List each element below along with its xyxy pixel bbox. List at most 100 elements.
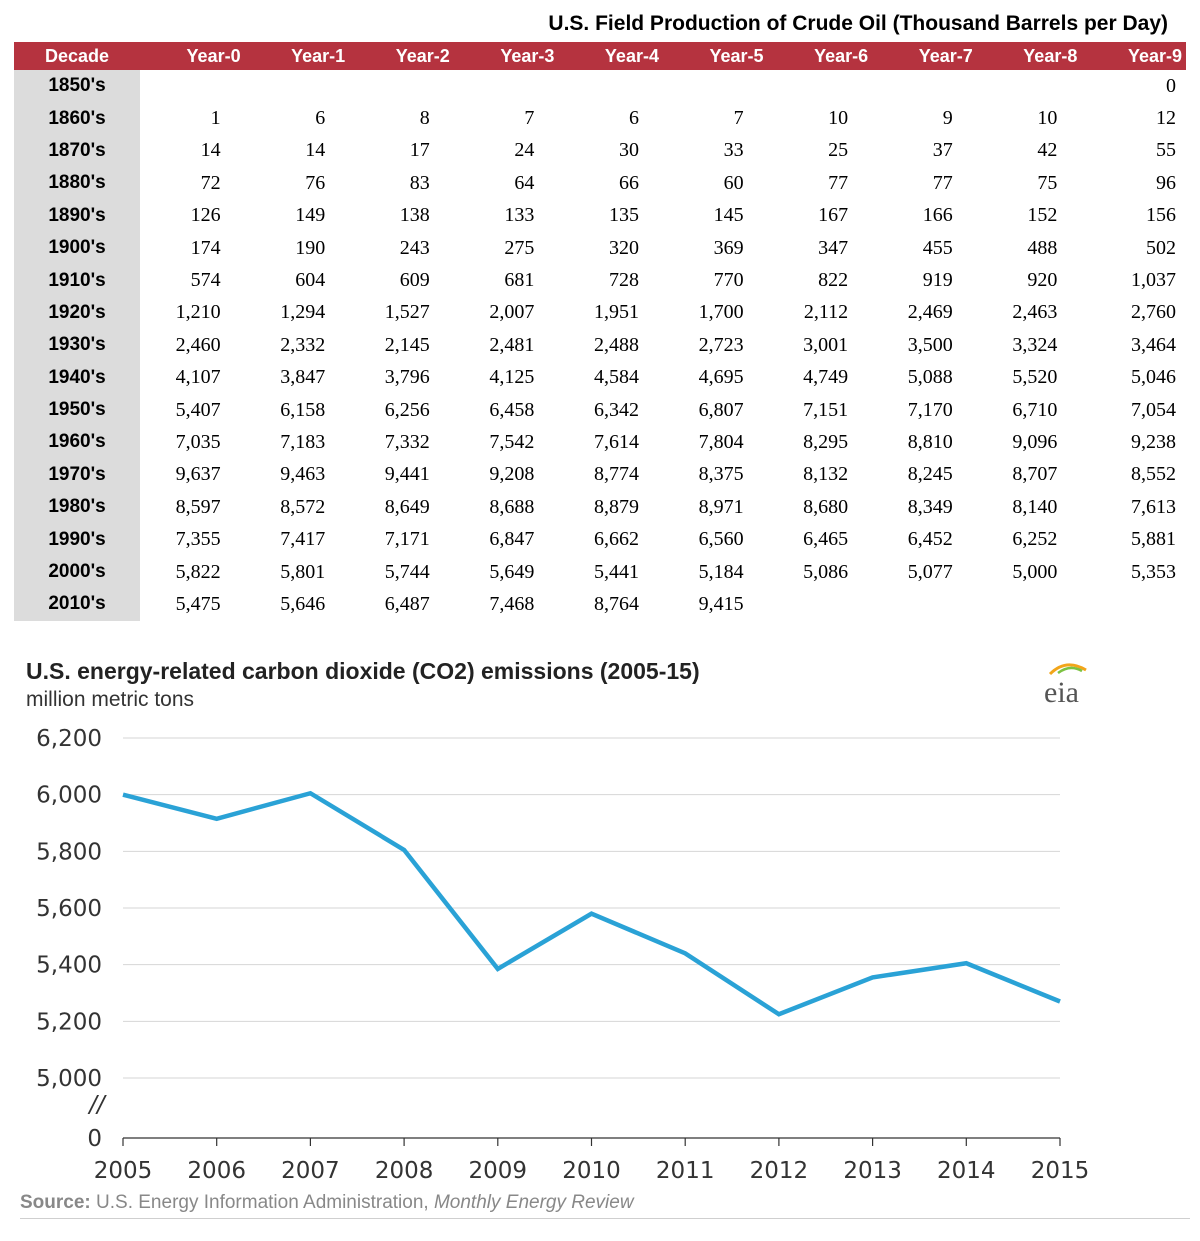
chart-title: U.S. energy-related carbon dioxide (CO2)… xyxy=(26,658,700,684)
table-row: 1920's 1,210 1,294 1,527 2,007 1,951 1,700 2,11… xyxy=(14,296,1186,330)
value-cell: 1 xyxy=(210,107,221,130)
value-cell: 152 xyxy=(1027,204,1058,227)
value-cell: 2,145 xyxy=(384,333,430,356)
table-row: 1870's 14 14 17 24 30 33 25 37 42 55 xyxy=(14,134,1186,168)
value-cell: 6,560 xyxy=(698,528,744,551)
value-cell: 8,349 xyxy=(907,495,953,518)
value-cell: 4,749 xyxy=(803,366,849,389)
value-cell: 4,107 xyxy=(175,366,221,389)
value-cell: 1,210 xyxy=(175,301,221,324)
value-cell: 6,662 xyxy=(593,528,639,551)
value-cell: 7 xyxy=(733,107,744,130)
value-cell: 8,375 xyxy=(698,463,744,486)
value-cell: 2,460 xyxy=(175,333,221,356)
value-cell: 3,324 xyxy=(1012,333,1058,356)
value-cell: 9,208 xyxy=(489,463,535,486)
y-tick-label: 6,200 xyxy=(36,726,102,752)
value-cell xyxy=(454,70,559,102)
decade-cell: 1970's xyxy=(14,458,140,492)
value-cell: 9,238 xyxy=(1131,430,1176,453)
value-cell: 8,688 xyxy=(489,495,535,518)
value-cell xyxy=(663,70,768,102)
value-cell: 75 xyxy=(1037,171,1058,194)
y-tick-label: 6,000 xyxy=(36,783,102,809)
value-cell: 42 xyxy=(1037,139,1058,162)
value-cell: 275 xyxy=(504,236,535,259)
value-cell: 8,649 xyxy=(384,495,430,518)
value-cell: 7,171 xyxy=(384,528,430,551)
eia-logo-text: eia xyxy=(1044,676,1079,708)
value-cell: 8,879 xyxy=(593,495,639,518)
value-cell: 8,132 xyxy=(803,463,849,486)
value-cell: 455 xyxy=(922,236,953,259)
value-cell xyxy=(977,70,1082,102)
grid-lines xyxy=(123,737,1060,1079)
value-cell: 6,256 xyxy=(384,398,430,421)
value-cell: 6,710 xyxy=(1012,398,1058,421)
value-cell: 156 xyxy=(1146,204,1176,227)
x-tick-label: 2006 xyxy=(187,1158,246,1184)
y-axis-ticks: 6,200 6,000 5,800 5,600 5,400 5,200 5,000 0 // xyxy=(36,726,107,1152)
decade-cell: 2000's xyxy=(14,555,140,589)
table-title: U.S. Field Production of Crude Oil (Thou… xyxy=(548,12,1168,35)
value-cell: 919 xyxy=(922,269,953,292)
value-cell: 728 xyxy=(608,269,639,292)
source-text: U.S. Energy Information Administration, xyxy=(96,1192,429,1213)
table-row: 1960's 7,035 7,183 7,332 7,542 7,614 7,804 8,29… xyxy=(14,426,1186,459)
value-cell: 5,520 xyxy=(1012,366,1058,389)
value-cell: 37 xyxy=(932,139,953,162)
y-tick-label: 5,600 xyxy=(36,896,102,922)
value-cell: 64 xyxy=(514,171,535,194)
x-tick-label: 2011 xyxy=(656,1158,715,1184)
value-cell: 9,463 xyxy=(280,463,326,486)
value-cell: 138 xyxy=(399,204,430,227)
header-decade: Decade xyxy=(14,42,140,70)
table-row: 1890's 126 149 138 133 135 145 167 166 152 156 xyxy=(14,199,1186,232)
value-cell: 2,007 xyxy=(489,301,535,324)
value-cell: 12 xyxy=(1156,107,1176,130)
value-cell: 1,700 xyxy=(698,301,744,324)
value-cell: 7,332 xyxy=(384,430,430,453)
table-row: 1860's 1 6 8 7 6 7 10 9 10 12 xyxy=(14,102,1186,135)
value-cell: 149 xyxy=(295,204,326,227)
value-cell: 6,158 xyxy=(280,398,326,421)
value-cell: 7,170 xyxy=(907,398,953,421)
value-cell: 5,088 xyxy=(907,366,953,389)
value-cell: 243 xyxy=(399,236,430,259)
table-row: 1980's 8,597 8,572 8,649 8,688 8,879 8,971 8,68… xyxy=(14,491,1186,524)
value-cell: 76 xyxy=(305,171,326,194)
value-cell: 4,695 xyxy=(698,366,744,389)
header-year-5: Year-5 xyxy=(662,42,768,70)
x-tick-label: 2005 xyxy=(94,1158,153,1184)
value-cell: 9,637 xyxy=(175,463,221,486)
x-tick-label: 2012 xyxy=(750,1158,809,1184)
value-cell: 33 xyxy=(723,139,744,162)
value-cell: 7,468 xyxy=(489,592,535,615)
decade-cell: 1940's xyxy=(14,361,140,394)
value-cell: 502 xyxy=(1146,236,1176,259)
value-cell: 2,469 xyxy=(907,301,953,324)
decade-cell: 1880's xyxy=(14,167,140,200)
decade-cell: 1980's xyxy=(14,491,140,524)
table-row: 1910's 574 604 609 681 728 770 822 919 920 1,037 xyxy=(14,264,1186,297)
value-cell: 190 xyxy=(295,236,326,259)
value-cell: 55 xyxy=(1156,139,1176,162)
value-cell: 8,572 xyxy=(280,495,326,518)
value-cell: 5,000 xyxy=(1012,560,1058,583)
y-tick-label: 5,800 xyxy=(36,839,102,865)
x-tick-label: 2015 xyxy=(1031,1158,1090,1184)
value-cell: 770 xyxy=(713,269,744,292)
value-cell: 7,054 xyxy=(1131,398,1176,421)
value-cell: 24 xyxy=(514,139,535,162)
value-cell: 1,527 xyxy=(384,301,430,324)
value-cell: 126 xyxy=(190,204,221,227)
value-cell: 6,458 xyxy=(489,398,535,421)
decade-cell: 2010's xyxy=(14,588,140,621)
value-cell xyxy=(558,70,663,102)
value-cell: 174 xyxy=(190,236,221,259)
value-cell: 10 xyxy=(828,107,849,130)
value-cell: 133 xyxy=(504,204,535,227)
x-tick-label: 2013 xyxy=(843,1158,902,1184)
value-cell: 77 xyxy=(932,171,953,194)
value-cell: 681 xyxy=(504,269,535,292)
